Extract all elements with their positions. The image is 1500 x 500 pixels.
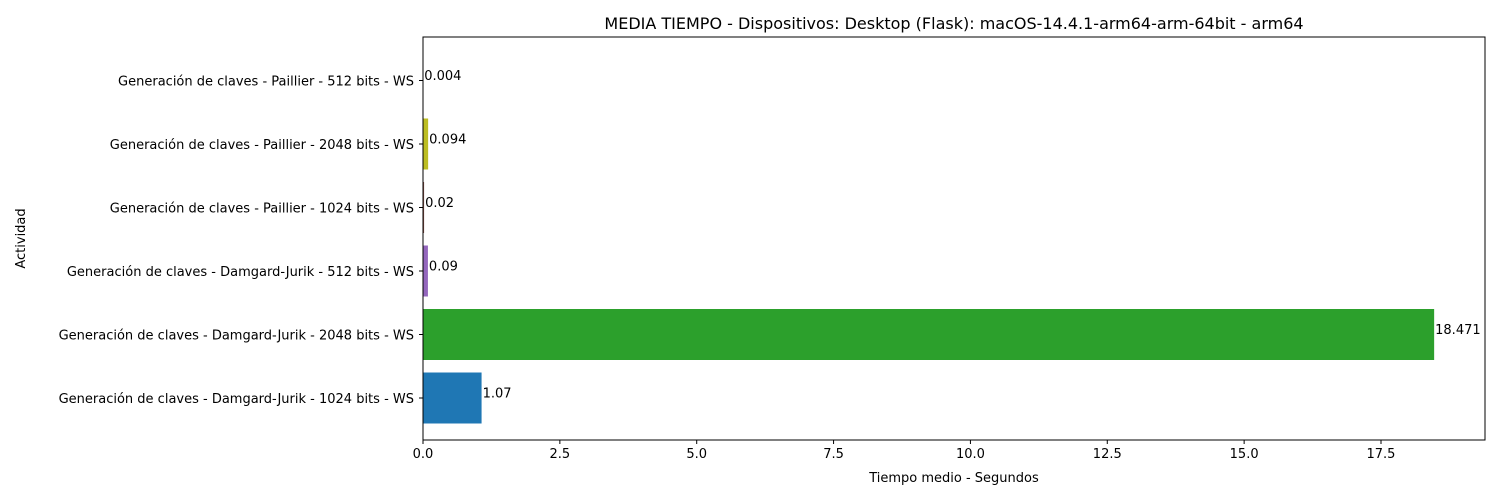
- bar-1: [423, 309, 1435, 360]
- bar-4: [423, 118, 429, 170]
- y-axis-title: Actividad: [14, 208, 29, 268]
- data-label-5: 0.004: [424, 69, 461, 84]
- bar-0: [423, 372, 482, 424]
- y-tick-label-2: Generación de claves - Damgard-Jurik - 5…: [67, 265, 414, 280]
- bar-3: [423, 182, 425, 233]
- y-tick-label-4: Generación de claves - Paillier - 2048 b…: [110, 138, 414, 153]
- data-labels-layer: 1.07 18.471 0.09 0.02 0.094 0.004: [424, 69, 1480, 402]
- x-tick-label-4: 10.0: [956, 447, 985, 462]
- plot-area-frame: [422, 36, 1486, 441]
- chart-title: MEDIA TIEMPO - Dispositivos: Desktop (Fl…: [604, 14, 1303, 33]
- bars-layer: [423, 55, 1435, 424]
- x-tick-label-5: 12.5: [1093, 447, 1122, 462]
- y-tick-label-5: Generación de claves - Paillier - 512 bi…: [118, 75, 414, 90]
- data-label-1: 18.471: [1435, 323, 1481, 338]
- x-tick-label-0: 0.0: [413, 447, 434, 462]
- x-tick-label-1: 2.5: [550, 447, 571, 462]
- bar-2: [423, 245, 428, 297]
- x-axis: 0.0 2.5 5.0 7.5 10.0 12.5 15.0 17.5: [413, 440, 1396, 462]
- y-tick-label-0: Generación de claves - Damgard-Jurik - 1…: [59, 392, 414, 407]
- x-tick-label-7: 17.5: [1367, 447, 1396, 462]
- data-label-0: 1.07: [483, 387, 512, 402]
- y-tick-label-3: Generación de claves - Paillier - 1024 b…: [110, 202, 414, 217]
- data-label-2: 0.09: [429, 260, 458, 275]
- y-tick-label-1: Generación de claves - Damgard-Jurik - 2…: [59, 329, 414, 344]
- x-tick-label-6: 15.0: [1230, 447, 1259, 462]
- data-label-4: 0.094: [429, 133, 466, 148]
- x-tick-label-3: 7.5: [823, 447, 844, 462]
- data-label-3: 0.02: [425, 196, 454, 211]
- x-tick-label-2: 5.0: [686, 447, 707, 462]
- x-axis-title: Tiempo medio - Segundos: [868, 471, 1039, 486]
- y-axis: Generación de claves - Damgard-Jurik - 1…: [59, 75, 423, 407]
